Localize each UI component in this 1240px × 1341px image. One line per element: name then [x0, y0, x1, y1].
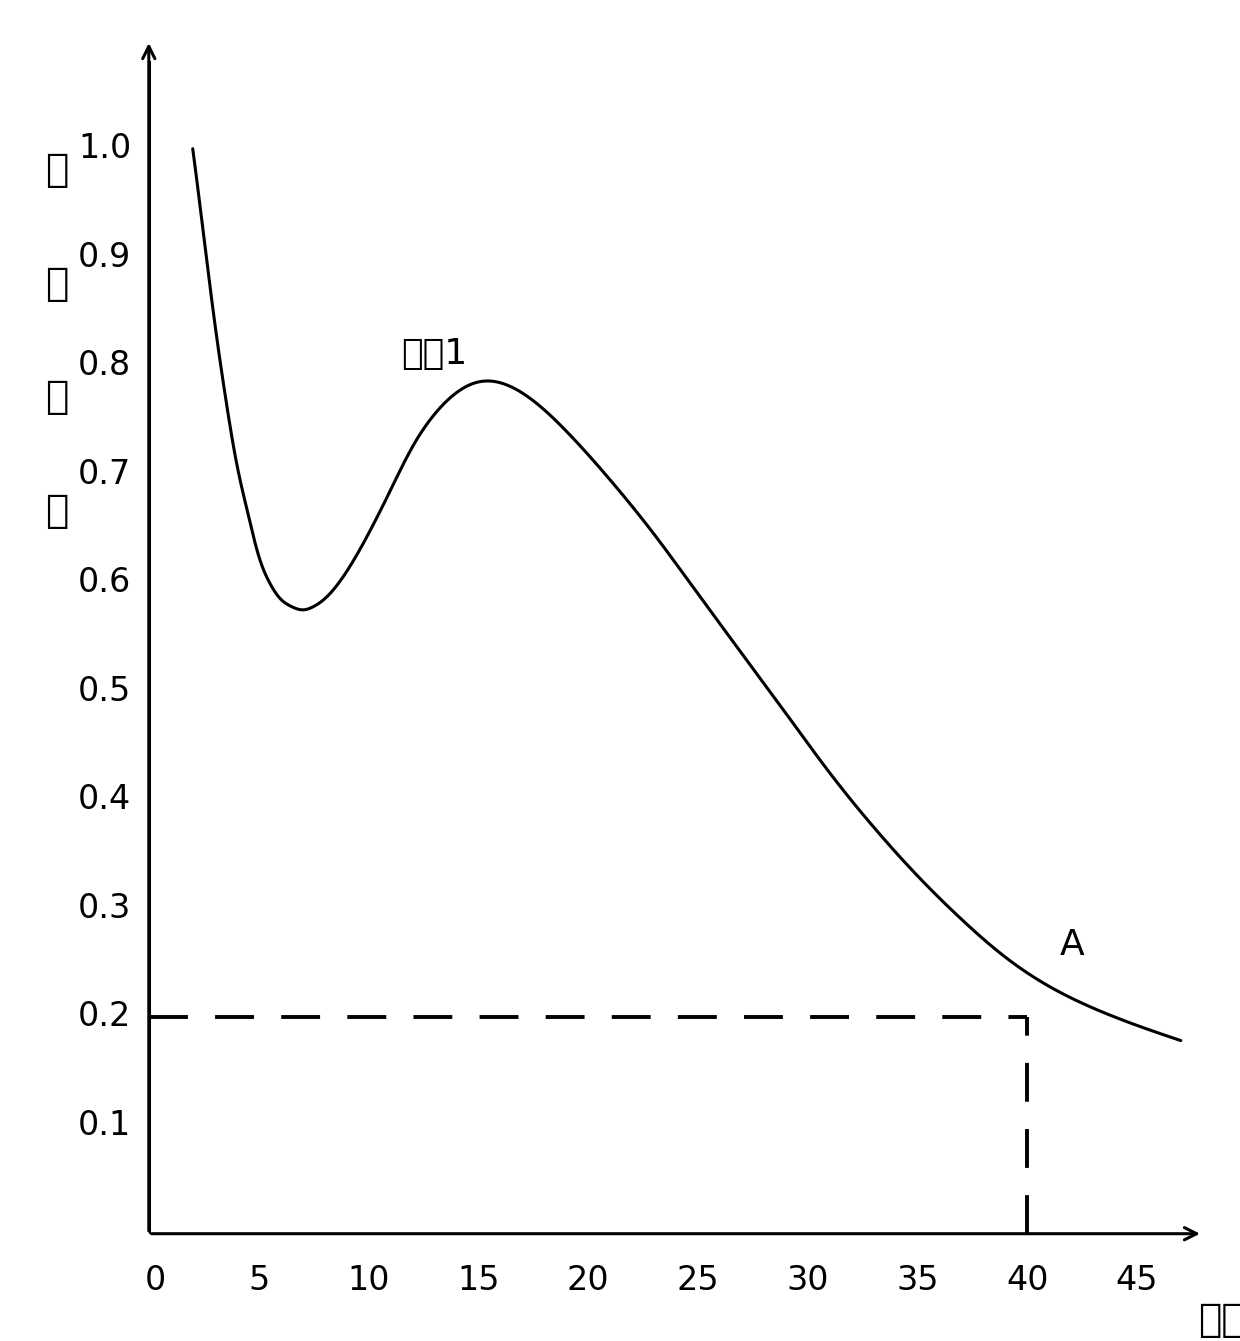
Text: 15: 15 — [456, 1265, 500, 1297]
Text: 0.1: 0.1 — [78, 1109, 131, 1141]
Text: 0.9: 0.9 — [78, 241, 131, 274]
Text: 存: 存 — [45, 264, 68, 303]
Text: 1.0: 1.0 — [78, 133, 131, 165]
Text: 25: 25 — [677, 1265, 719, 1297]
Text: 0.7: 0.7 — [78, 457, 131, 491]
Text: 35: 35 — [897, 1265, 939, 1297]
Text: 出价: 出价 — [1198, 1301, 1240, 1340]
Text: 0.6: 0.6 — [78, 566, 131, 599]
Text: 率: 率 — [45, 492, 68, 530]
Text: A: A — [1060, 928, 1085, 963]
Text: 10: 10 — [347, 1265, 389, 1297]
Text: 0.4: 0.4 — [78, 783, 131, 817]
Text: 45: 45 — [1116, 1265, 1158, 1297]
Text: 0.3: 0.3 — [78, 892, 131, 925]
Text: 0: 0 — [145, 1265, 166, 1297]
Text: 0.8: 0.8 — [78, 349, 131, 382]
Text: 30: 30 — [786, 1265, 828, 1297]
Text: 生: 生 — [45, 152, 68, 189]
Text: 40: 40 — [1006, 1265, 1048, 1297]
Text: 概: 概 — [45, 378, 68, 416]
Text: 0.5: 0.5 — [78, 675, 131, 708]
Text: 20: 20 — [567, 1265, 609, 1297]
Text: 5: 5 — [248, 1265, 269, 1297]
Text: 0.2: 0.2 — [78, 1000, 131, 1033]
Text: 曲线1: 曲线1 — [402, 337, 467, 371]
